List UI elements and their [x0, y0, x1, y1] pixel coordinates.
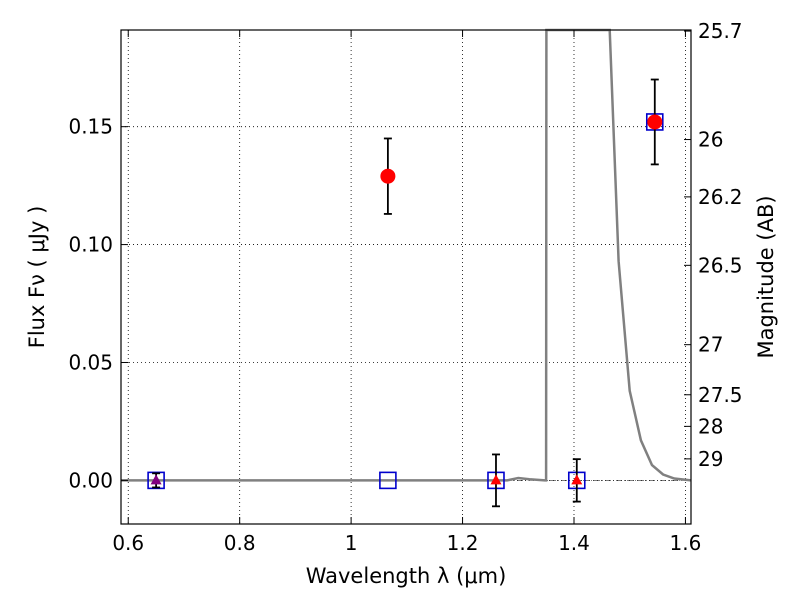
mag-tick-label: 26.5: [698, 253, 743, 277]
data-points: [147, 78, 664, 508]
upper-limit-marker: [490, 474, 502, 485]
upper-limit-marker: [571, 474, 583, 485]
y-tick-label: 0.15: [68, 115, 113, 139]
detection-marker: [647, 114, 663, 130]
mag-tick-label: 26.2: [698, 185, 743, 209]
x-tick-label: 1: [345, 531, 358, 555]
model-flux-marker: [379, 471, 397, 490]
detection-marker: [380, 168, 396, 184]
upper-limit-marker: [150, 474, 162, 485]
mag-tick-label: 25.7: [698, 19, 743, 43]
mag-tick-label: 26: [698, 128, 723, 152]
x-tick-label: 0.8: [224, 531, 256, 555]
y-axis-label-left: Flux Fν ( μJy ): [25, 206, 49, 349]
template-spectrum-line: [121, 28, 692, 482]
x-tick-label: 1.2: [447, 531, 479, 555]
mag-tick-label: 27: [698, 333, 723, 357]
y-axis-label-right: Magnitude (AB): [754, 195, 778, 358]
mag-tick-label: 27.5: [698, 383, 743, 407]
mag-tick-label: 29: [698, 447, 723, 471]
x-tick-label: 0.6: [112, 531, 144, 555]
x-tick-label: 1.4: [558, 531, 590, 555]
mag-tick-label: 28: [698, 414, 723, 438]
x-axis-label: Wavelength λ (μm): [306, 564, 507, 588]
y-tick-label: 0.00: [68, 468, 113, 492]
y-tick-label: 0.05: [68, 350, 113, 374]
axis-ticks: 0.6 0.8 1 1.2 1.4 1.6 0.00 0.05 0.10 0.15 25.7 26 26…: [68, 19, 742, 555]
model-flux-marker: [147, 471, 165, 490]
y-tick-label: 0.10: [68, 233, 113, 257]
grid: [121, 30, 691, 524]
x-tick-label: 1.6: [670, 531, 702, 555]
plot-frame: [120, 29, 692, 525]
template-spectrum: [121, 28, 692, 482]
